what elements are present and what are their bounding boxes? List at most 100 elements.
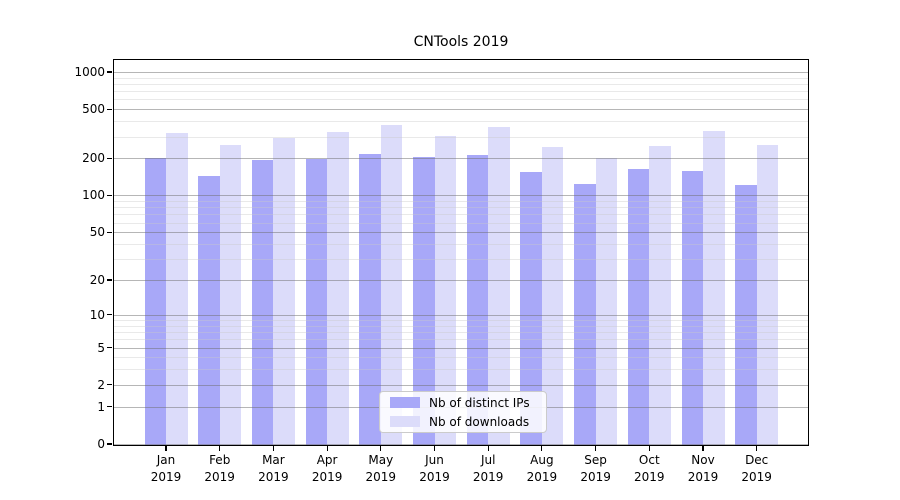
- x-tick-month: Oct: [638, 453, 660, 467]
- major-gridline: [113, 109, 809, 111]
- x-tick-month: Feb: [209, 453, 231, 467]
- plot-frame: [113, 59, 809, 446]
- legend-label: Nb of downloads: [429, 414, 530, 429]
- x-tick-month: Mar: [262, 453, 285, 467]
- y-tick-label: 5: [97, 340, 105, 355]
- x-tick-year: 2019: [311, 470, 343, 484]
- minor-gridline: [113, 77, 809, 79]
- y-tick-mark: [107, 194, 112, 197]
- bar-downloads: [327, 131, 349, 446]
- y-tick-mark: [107, 231, 112, 233]
- x-tick-mark: [756, 446, 758, 451]
- x-tick-year: 2019: [258, 470, 289, 484]
- x-tick-year: 2019: [472, 470, 504, 484]
- major-gridline: [113, 314, 809, 316]
- bar-downloads: [488, 126, 510, 446]
- minor-gridline: [113, 357, 809, 359]
- bar-distinct-ips: [359, 154, 381, 446]
- x-tick-label: Dec 2019: [727, 452, 787, 486]
- bar-distinct-ips: [681, 171, 703, 446]
- bar-downloads: [434, 135, 456, 446]
- legend-row: Nb of downloads: [380, 413, 546, 430]
- minor-gridline: [113, 136, 809, 138]
- minor-gridline: [113, 320, 809, 321]
- x-tick-year: 2019: [419, 470, 450, 484]
- major-gridline: [113, 384, 809, 386]
- x-tick-mark: [219, 446, 221, 451]
- x-tick-year: 2019: [526, 470, 558, 484]
- x-tick-year: 2019: [204, 470, 235, 484]
- bar-downloads: [380, 124, 403, 446]
- y-tick-label: 2: [97, 377, 105, 392]
- bar-distinct-ips: [413, 157, 435, 446]
- major-gridline: [113, 280, 809, 282]
- legend-swatch: [390, 397, 420, 408]
- x-tick-month: Nov: [691, 453, 715, 467]
- x-tick-month: May: [368, 453, 394, 467]
- minor-gridline: [113, 91, 809, 93]
- bar-downloads: [703, 131, 725, 446]
- x-tick-month: Jun: [425, 453, 444, 467]
- x-tick-label: Aug 2019: [512, 452, 572, 486]
- major-gridline: [113, 195, 809, 197]
- x-tick-mark: [487, 446, 489, 451]
- minor-gridline: [113, 214, 809, 216]
- major-gridline: [113, 71, 809, 73]
- major-gridline: [113, 158, 809, 160]
- bar-downloads: [649, 146, 671, 446]
- y-tick-mark: [107, 346, 112, 349]
- major-gridline: [113, 444, 809, 445]
- x-tick-year: 2019: [687, 470, 719, 484]
- minor-gridline: [113, 222, 809, 224]
- minor-gridline: [113, 207, 809, 209]
- x-tick-year: 2019: [365, 470, 397, 484]
- bar-distinct-ips: [305, 159, 328, 446]
- x-tick-label: Apr 2019: [297, 452, 357, 486]
- x-tick-month: Jul: [480, 453, 496, 467]
- y-tick-label: 1000: [74, 64, 105, 79]
- y-tick-label: 10: [89, 307, 105, 322]
- bar-distinct-ips: [251, 159, 274, 446]
- x-tick-mark: [702, 446, 704, 451]
- y-tick-mark: [107, 108, 112, 110]
- bar-distinct-ips: [144, 158, 166, 446]
- minor-gridline: [113, 201, 809, 203]
- x-tick-label: Jan 2019: [136, 452, 196, 486]
- minor-gridline: [113, 325, 809, 327]
- x-tick-year: 2019: [580, 470, 611, 484]
- y-tick-mark: [107, 443, 112, 445]
- minor-gridline: [113, 332, 809, 334]
- x-tick-label: Feb 2019: [190, 452, 250, 486]
- bar-distinct-ips: [520, 172, 542, 446]
- y-tick-label: 0: [97, 437, 105, 451]
- x-tick-month: Sep: [584, 453, 607, 467]
- x-tick-label: Sep 2019: [566, 452, 626, 486]
- y-tick-label: 1: [97, 399, 105, 414]
- y-tick-label: 500: [82, 102, 105, 117]
- x-tick-label: Jun 2019: [405, 452, 465, 486]
- y-tick-label: 100: [82, 188, 105, 203]
- minor-gridline: [113, 121, 809, 123]
- x-tick-label: Jul 2019: [458, 452, 518, 486]
- x-tick-mark: [433, 446, 436, 451]
- x-tick-mark: [648, 446, 650, 451]
- bar-distinct-ips: [198, 175, 220, 446]
- y-tick-label: 20: [89, 273, 105, 288]
- minor-gridline: [113, 339, 809, 341]
- bar-downloads: [595, 158, 618, 446]
- major-gridline: [113, 347, 809, 349]
- legend-swatch: [390, 416, 420, 427]
- bar-distinct-ips: [627, 168, 650, 446]
- bar-downloads: [273, 138, 295, 446]
- y-tick-mark: [107, 314, 112, 316]
- legend-row: Nb of distinct IPs: [380, 394, 546, 411]
- x-tick-month: Jan: [156, 453, 176, 467]
- x-tick-month: Aug: [530, 453, 554, 467]
- minor-gridline: [113, 99, 809, 101]
- x-tick-label: Nov 2019: [673, 452, 733, 486]
- x-tick-mark: [165, 446, 167, 451]
- x-tick-mark: [595, 446, 597, 451]
- x-tick-label: May 2019: [351, 452, 411, 486]
